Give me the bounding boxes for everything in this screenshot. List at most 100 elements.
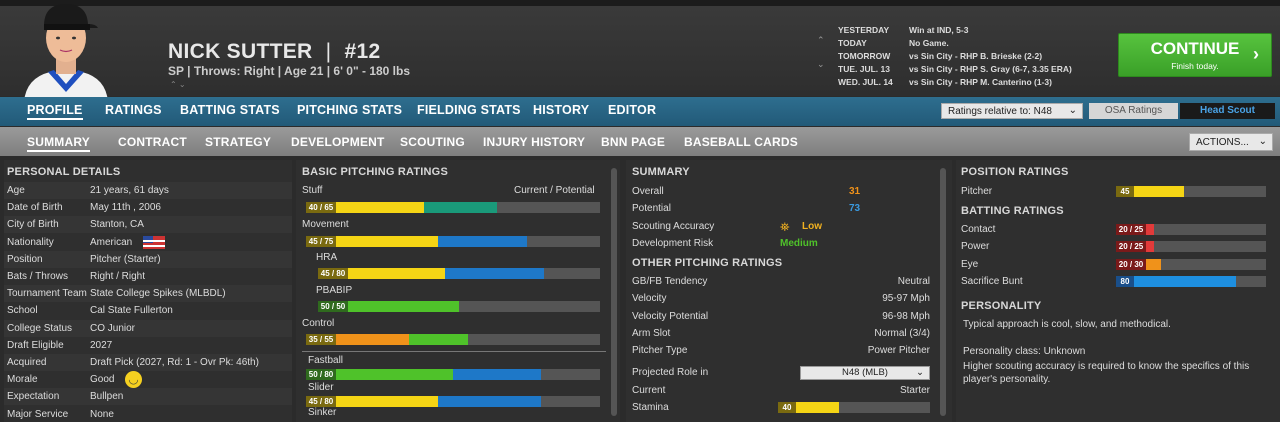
- potential-value: 73: [849, 203, 861, 214]
- detail-label: Expectation: [7, 391, 60, 403]
- detail-row-bg: [4, 182, 292, 199]
- schedule-row: TODAY No Game.: [838, 38, 1072, 51]
- detail-row-bg: [4, 336, 292, 354]
- detail-label: Bats / Throws: [7, 271, 68, 282]
- current-fill: [318, 301, 459, 312]
- ratings-relative-select[interactable]: Ratings relative to: N48 ⌄: [941, 103, 1083, 119]
- osa-ratings-button[interactable]: OSA Ratings: [1089, 103, 1178, 119]
- actions-select[interactable]: ACTIONS... ⌄: [1189, 133, 1273, 151]
- detail-label: College Status: [7, 322, 73, 334]
- stamina-bar: 40: [778, 402, 930, 413]
- chevron-down-icon: ⌄: [1258, 136, 1267, 147]
- other-rating-label: Pitcher Type: [632, 345, 688, 357]
- player-name: NICK SUTTER: [168, 40, 313, 63]
- summary-title: SUMMARY: [632, 166, 690, 178]
- development-risk-label: Development Risk: [632, 238, 714, 249]
- sub-nav: SUMMARY CONTRACT STRATEGY DEVELOPMENT SCOUTI…: [0, 127, 1280, 156]
- pitching-rating-label: Sinker: [308, 407, 337, 418]
- schedule-day: TOMORROW: [838, 51, 891, 61]
- schedule-scroll-icons[interactable]: ⌃ ⌄: [817, 35, 825, 69]
- pitching-ratings-panel: BASIC PITCHING RATINGS Current / Potenti…: [296, 160, 620, 422]
- stamina-badge: 40: [778, 402, 796, 413]
- player-avatar: [20, 0, 112, 102]
- subtab-baseball-cards[interactable]: BASEBALL CARDS: [684, 135, 798, 149]
- pitching-rating-label: Movement: [302, 219, 349, 230]
- detail-label: School: [7, 305, 38, 317]
- detail-value: Bullpen: [90, 391, 124, 403]
- subtab-bnn-page[interactable]: BNN PAGE: [601, 135, 666, 149]
- schedule-day: TUE. JUL. 13: [838, 64, 890, 74]
- detail-row-bg: [4, 302, 292, 320]
- detail-value: Stanton, CA: [90, 219, 144, 231]
- subtab-summary[interactable]: SUMMARY: [27, 135, 90, 152]
- personality-note: Higher scouting accuracy is required to …: [963, 361, 1250, 385]
- tab-history[interactable]: HISTORY: [533, 103, 590, 117]
- tab-editor[interactable]: EDITOR: [608, 103, 657, 117]
- pitcher-rating-badge: 45: [1116, 186, 1134, 197]
- us-flag-icon: [143, 235, 165, 249]
- subtab-scouting[interactable]: SCOUTING: [400, 135, 465, 149]
- detail-label: Age: [7, 185, 25, 196]
- overall-label: Overall: [632, 186, 664, 197]
- continue-button[interactable]: CONTINUE Finish today. ›: [1118, 33, 1272, 77]
- pitching-rating-label: Stuff: [302, 185, 323, 196]
- schedule-day: TODAY: [838, 38, 867, 48]
- rating-badge: 20 / 30: [1116, 258, 1146, 270]
- pitching-scrollbar[interactable]: [611, 168, 617, 416]
- continue-sub: Finish today.: [1171, 61, 1219, 71]
- rating-bar: 40 / 65: [306, 202, 600, 213]
- subtab-development[interactable]: DEVELOPMENT: [291, 135, 385, 149]
- schedule-game: vs Sin City - RHP M. Canterino (1-3): [909, 77, 1052, 87]
- player-name-line: NICK SUTTER | #12: [168, 40, 380, 64]
- other-rating-value: Power Pitcher: [867, 345, 930, 357]
- other-rating-value: 95-97 Mph: [882, 293, 930, 305]
- actions-label: ACTIONS...: [1196, 137, 1249, 148]
- projected-role-select[interactable]: N48 (MLB) ⌄: [800, 366, 930, 380]
- detail-value: Draft Pick (2027, Rd: 1 - Ovr Pk: 46th): [90, 357, 259, 368]
- player-details: SP | Throws: Right | Age 21 | 6' 0" - 18…: [168, 64, 411, 78]
- summary-scrollbar[interactable]: [940, 168, 946, 416]
- schedule-day: WED. JUL. 14: [838, 77, 893, 87]
- schedule-day: YESTERDAY: [838, 25, 890, 35]
- subtab-contract[interactable]: CONTRACT: [118, 135, 187, 149]
- ratings-side-panel: POSITION RATINGS Pitcher 45 BATTING RATI…: [956, 160, 1280, 422]
- detail-value: Right / Right: [90, 271, 146, 282]
- schedule-row: TOMORROW vs Sin City - RHP B. Brieske (2-…: [838, 51, 1072, 64]
- pitching-rating-label: Fastball: [308, 355, 344, 366]
- batting-rating-label: Contact: [961, 224, 996, 235]
- rating-badge: 20 / 25: [1116, 224, 1146, 235]
- rating-bar: 50 / 80: [306, 369, 600, 380]
- detail-row-bg: [4, 354, 292, 371]
- detail-value: American: [90, 236, 133, 248]
- rating-badge: 45 / 75: [306, 236, 336, 247]
- subtab-strategy[interactable]: STRATEGY: [205, 135, 272, 149]
- rating-bar: 35 / 55: [306, 334, 600, 345]
- other-rating-value: Neutral: [897, 276, 930, 287]
- other-rating-label: Velocity Potential: [632, 310, 709, 322]
- tab-pitching-stats[interactable]: PITCHING STATS: [297, 103, 403, 117]
- detail-label: Date of Birth: [7, 202, 63, 214]
- chevron-updown-icon[interactable]: ⌃ ⌄: [170, 80, 186, 89]
- subtab-injury-history[interactable]: INJURY HISTORY: [483, 135, 586, 149]
- schedule-row: YESTERDAY Win at IND, 5-3: [838, 25, 1072, 38]
- tab-ratings[interactable]: RATINGS: [105, 103, 162, 117]
- tab-batting-stats[interactable]: BATTING STATS: [180, 103, 280, 117]
- detail-label: Morale: [7, 374, 38, 386]
- rating-badge: 35 / 55: [306, 334, 336, 345]
- detail-value: Cal State Fullerton: [90, 305, 173, 317]
- batting-rating-bar: 20 / 25: [1116, 241, 1266, 253]
- schedule-game: No Game.: [909, 38, 949, 48]
- detail-row-bg: [4, 371, 292, 389]
- tab-profile[interactable]: PROFILE: [27, 103, 83, 120]
- batting-rating-label: Sacrifice Bunt: [961, 275, 1023, 287]
- head-scout-button[interactable]: Head Scout: [1180, 103, 1275, 119]
- other-pitching-title: OTHER PITCHING RATINGS: [632, 257, 783, 269]
- rating-bar: 45 / 80: [318, 268, 600, 279]
- rating-badge: 50 / 80: [306, 369, 336, 380]
- batting-ratings-title: BATTING RATINGS: [961, 205, 1064, 217]
- tab-fielding-stats[interactable]: FIELDING STATS: [417, 103, 521, 117]
- schedule-game: Win at IND, 5-3: [909, 25, 969, 35]
- chevron-down-icon: ⌄: [916, 367, 924, 378]
- stamina-label: Stamina: [632, 402, 669, 413]
- current-fill: [306, 202, 424, 213]
